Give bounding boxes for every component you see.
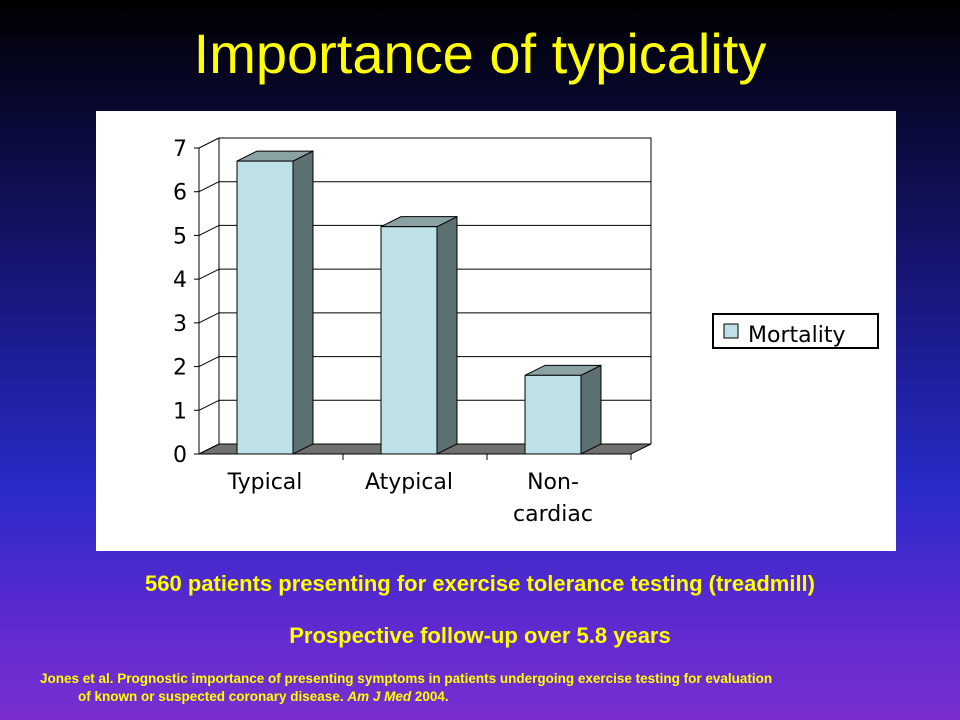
citation: Jones et al. Prognostic importance of pr… <box>40 670 940 706</box>
x-tick-label: Atypical <box>365 470 453 495</box>
slide-title: Importance of typicality <box>193 22 767 85</box>
bar-side <box>580 364 602 455</box>
citation-year: 2004. <box>411 689 449 704</box>
y-tick-label: 4 <box>173 268 187 293</box>
legend-label: Mortality <box>748 323 845 348</box>
legend-swatch <box>723 323 739 339</box>
citation-line-2: of known or suspected coronary disease. … <box>40 688 940 706</box>
bar <box>236 160 294 455</box>
legend-box <box>712 313 879 349</box>
x-tick-label: Non- <box>527 470 579 495</box>
citation-journal: Am J Med <box>347 689 412 704</box>
y-tick-label: 6 <box>173 181 187 206</box>
follow-up-description: Prospective follow-up over 5.8 years <box>289 623 671 648</box>
citation-line-2-text: of known or suspected coronary disease. <box>78 689 348 704</box>
bar <box>524 374 582 455</box>
mortality-bar-chart: 0 1 2 3 4 5 6 7 Typical Atypical Non-cardiac Mort… <box>173 137 879 527</box>
y-tick-label: 5 <box>173 224 187 249</box>
y-tick-label: 3 <box>173 312 187 337</box>
gridline-side <box>198 399 220 411</box>
x-tick-label: cardiac <box>513 502 593 527</box>
chart-panel: 0 1 2 3 4 5 6 7 Typical Atypical Non-cardiac Mort… <box>96 111 896 551</box>
bar-side <box>292 150 314 455</box>
bar-side <box>436 215 458 455</box>
gridline-side <box>198 181 220 193</box>
gridline-side <box>198 356 220 368</box>
y-tick-label: 0 <box>173 443 187 468</box>
bar <box>380 226 438 455</box>
y-tick-label: 1 <box>173 399 187 424</box>
y-tick-label: 2 <box>173 356 187 381</box>
x-tick-label: Typical <box>227 470 303 495</box>
citation-line-1: Jones et al. Prognostic importance of pr… <box>40 671 773 686</box>
gridline-side <box>198 137 220 149</box>
gridline-side <box>198 224 220 236</box>
gridline-side <box>198 268 220 280</box>
gridline-side <box>198 312 220 324</box>
study-description: 560 patients presenting for exercise tol… <box>145 571 815 596</box>
y-tick-label: 7 <box>173 137 187 162</box>
